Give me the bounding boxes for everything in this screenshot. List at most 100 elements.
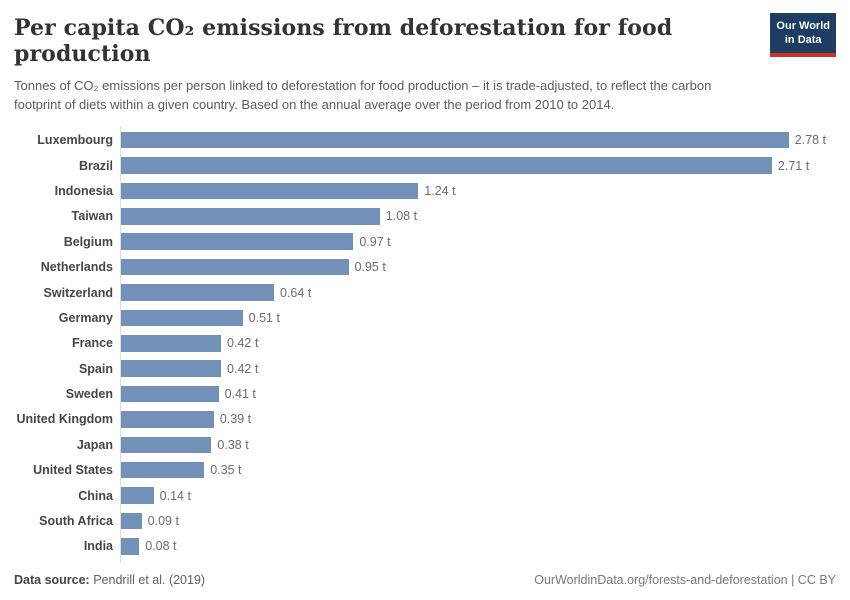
country-label: United Kingdom (16, 412, 113, 427)
country-label: Netherlands (40, 260, 113, 275)
bar-track: 2.78 t (120, 127, 836, 152)
bar[interactable] (120, 182, 419, 200)
bar-row: France 0.42 t (14, 331, 836, 356)
bar-track: 0.39 t (120, 407, 836, 432)
value-label: 1.24 t (424, 183, 456, 198)
bar-track: 0.64 t (120, 280, 836, 305)
owid-logo-line2: in Data (784, 33, 822, 46)
bar[interactable] (120, 131, 789, 149)
bar-row: Netherlands 0.95 t (14, 254, 836, 279)
country-label: Germany (58, 310, 113, 325)
country-label: United States (33, 463, 113, 478)
bar[interactable] (120, 461, 205, 479)
bar[interactable] (120, 538, 140, 555)
bar[interactable] (120, 309, 243, 327)
bar-track: 0.08 t (120, 534, 836, 559)
value-label: 0.35 t (210, 463, 242, 478)
value-label: 0.64 t (279, 285, 312, 300)
bar-track: 0.38 t (120, 432, 836, 457)
page-title: Per capita CO₂ emissions from deforestat… (14, 15, 673, 68)
bar-track: 1.24 t (120, 178, 836, 203)
bar-track: 2.71 t (120, 153, 836, 178)
bar-track: 0.51 t (120, 305, 836, 330)
bar-row: South Africa 0.09 t (14, 508, 836, 533)
chart-footer: Data source: Pendrill et al. (2019) OurW… (14, 573, 836, 587)
bar[interactable] (120, 385, 219, 403)
bar-track: 0.35 t (120, 458, 836, 483)
value-label: 0.97 t (359, 234, 391, 249)
bar[interactable] (120, 512, 142, 530)
value-label: 0.39 t (219, 412, 252, 427)
bar-chart: Luxembourg 2.78 t Brazil 2.71 t Indonesia 1.2… (14, 127, 836, 564)
bar-row: United States 0.35 t (14, 458, 836, 483)
bar[interactable] (120, 411, 214, 428)
chart-subtitle: Tonnes of CO₂ emissions per person linke… (14, 77, 712, 112)
bar-track: 0.97 t (120, 229, 836, 254)
country-label: India (83, 539, 113, 554)
owid-logo-line1: Our World (776, 20, 830, 32)
bar-row: Taiwan 1.08 t (14, 204, 836, 229)
country-label: Taiwan (71, 209, 113, 224)
bar-row: Japan 0.38 t (14, 432, 836, 457)
bar[interactable] (120, 360, 222, 377)
value-label: 1.08 t (385, 209, 418, 224)
bar-track: 1.08 t (120, 204, 836, 229)
bar-row: Spain 0.42 t (14, 356, 836, 381)
bar[interactable] (120, 335, 222, 352)
country-label: Japan (76, 437, 113, 452)
bar-track: 0.95 t (120, 254, 836, 279)
data-source: Data source: Pendrill et al. (2019) (14, 573, 205, 587)
bar[interactable] (120, 436, 212, 454)
bar[interactable] (120, 284, 274, 301)
bar-row: Indonesia 1.24 t (14, 178, 836, 203)
bar-row: China 0.14 t (14, 483, 836, 508)
value-label: 0.51 t (248, 310, 280, 325)
bar-track: 0.42 t (120, 331, 836, 356)
header-text: Per capita CO₂ emissions from deforestat… (14, 13, 760, 114)
value-label: 2.78 t (794, 133, 827, 148)
country-label: Spain (78, 361, 113, 376)
value-label: 0.42 t (227, 361, 259, 376)
value-label: 0.41 t (224, 387, 256, 402)
bar[interactable] (120, 487, 154, 504)
value-label: 0.38 t (217, 437, 249, 452)
value-label: 0.08 t (145, 539, 177, 554)
bar-row: India 0.08 t (14, 534, 836, 559)
bar-track: 0.42 t (120, 356, 836, 381)
country-label: France (72, 336, 113, 351)
country-label: Switzerland (43, 285, 113, 300)
country-label: Luxembourg (37, 133, 113, 148)
bar[interactable] (120, 258, 349, 276)
bar-row: Switzerland 0.64 t (14, 280, 836, 305)
bar-track: 0.09 t (120, 508, 836, 533)
country-label: Sweden (65, 387, 113, 402)
bar-row: Germany 0.51 t (14, 305, 836, 330)
country-label: South Africa (39, 514, 113, 529)
bar-row: Sweden 0.41 t (14, 381, 836, 406)
value-label: 2.71 t (777, 158, 810, 173)
bar[interactable] (120, 233, 354, 250)
data-source-label: Data source: (14, 573, 90, 588)
owid-logo[interactable]: Our World in Data (770, 13, 836, 57)
chart-header: Per capita CO₂ emissions from deforestat… (14, 13, 836, 114)
country-label: Brazil (78, 158, 113, 173)
y-axis-line (120, 127, 121, 564)
bar-track: 0.41 t (120, 381, 836, 406)
bar[interactable] (120, 157, 772, 174)
value-label: 0.42 t (227, 336, 259, 351)
bar-track: 0.14 t (120, 483, 836, 508)
country-label: China (78, 488, 113, 503)
country-label: Belgium (63, 234, 113, 249)
bar-row: Belgium 0.97 t (14, 229, 836, 254)
value-label: 0.95 t (354, 260, 386, 275)
bar-row: Brazil 2.71 t (14, 153, 836, 178)
bar[interactable] (120, 208, 380, 225)
value-label: 0.09 t (147, 514, 179, 529)
bar-row: United Kingdom 0.39 t (14, 407, 836, 432)
bar-row: Luxembourg 2.78 t (14, 127, 836, 152)
value-label: 0.14 t (159, 488, 191, 503)
data-source-value: Pendrill et al. (2019) (89, 573, 206, 588)
country-label: Indonesia (54, 183, 113, 198)
footer-link[interactable]: OurWorldinData.org/forests-and-deforesta… (534, 573, 836, 588)
